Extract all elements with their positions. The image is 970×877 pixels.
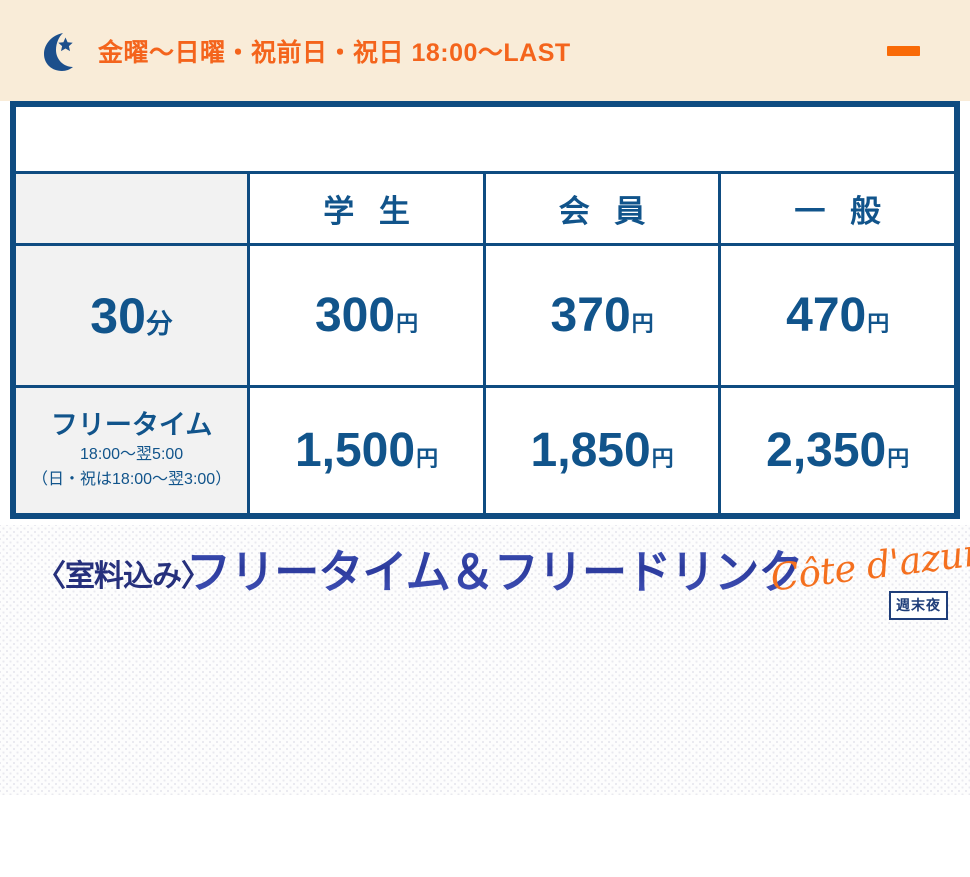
row-label-30min: 30分 (12, 243, 251, 388)
table-row: フリータイム 18:00〜翌5:00 （日・祝は18:00〜翌3:00） 1,5… (12, 385, 957, 516)
minus-icon[interactable] (887, 45, 920, 56)
price-value: 1,500 (294, 423, 416, 477)
price-cell-freetime-member: 1,850円 (482, 385, 722, 516)
weekend-night-badge: 週末夜 (889, 591, 948, 620)
promo-room-fee-label: 〈室料込み〉 (36, 560, 211, 593)
freetime-hours: 18:00〜翌5:00 (80, 445, 184, 463)
column-header-blank (12, 171, 251, 246)
price-cell-freetime-general: 2,350円 (718, 385, 957, 516)
price-cell-freetime-student: 1,500円 (247, 385, 486, 516)
column-header-general: 一 般 (718, 171, 957, 246)
price-unit: 円 (887, 445, 910, 471)
header-title: 金曜〜日曜・祝前日・祝日 18:00〜LAST (98, 38, 571, 67)
price-cell-30min-general: 470円 (718, 243, 957, 388)
price-value: 470 (786, 288, 867, 342)
table-row: 30分 300円 370円 470円 (12, 243, 957, 388)
price-value: 300 (314, 288, 396, 342)
table-header-row: 学 生 会 員 一 般 (12, 171, 957, 246)
row-label-unit: 分 (145, 308, 173, 339)
price-table: 1ドリンクオーダー制 学 生 会 員 一 般 30分 300円 370円 (10, 101, 960, 519)
promo-headline: フリータイム＆フリードリンク (186, 536, 803, 602)
price-unit: 円 (651, 445, 674, 471)
column-header-member: 会 員 (482, 171, 722, 246)
promo-headline-area: 〈室料込み〉 フリータイム＆フリードリンク Côte d'azur! 週末夜 (0, 525, 970, 620)
price-value: 370 (550, 288, 631, 342)
price-cell-30min-member: 370円 (482, 243, 722, 388)
promo-banner: 〈室料込み〉 フリータイム＆フリードリンク Côte d'azur! 週末夜 P… (0, 525, 970, 795)
row-label-value: 30 (90, 287, 146, 344)
freetime-title: フリータイム (50, 409, 213, 440)
price-cell-30min-student: 300円 (247, 243, 486, 388)
column-header-student: 学 生 (247, 171, 486, 246)
price-unit: 円 (631, 310, 654, 336)
table-caption: 1ドリンクオーダー制 (13, 104, 957, 174)
price-unit: 円 (867, 310, 890, 336)
row-label-freetime: フリータイム 18:00〜翌5:00 （日・祝は18:00〜翌3:00） (12, 385, 251, 516)
freetime-hours-holiday: （日・祝は18:00〜翌3:00） (32, 471, 232, 489)
price-value: 1,850 (530, 423, 651, 477)
price-unit: 円 (396, 310, 419, 336)
schedule-header[interactable]: 金曜〜日曜・祝前日・祝日 18:00〜LAST (0, 0, 970, 101)
price-value: 2,350 (766, 423, 887, 477)
crescent-moon-star-icon (44, 32, 73, 71)
price-unit: 円 (416, 445, 439, 471)
